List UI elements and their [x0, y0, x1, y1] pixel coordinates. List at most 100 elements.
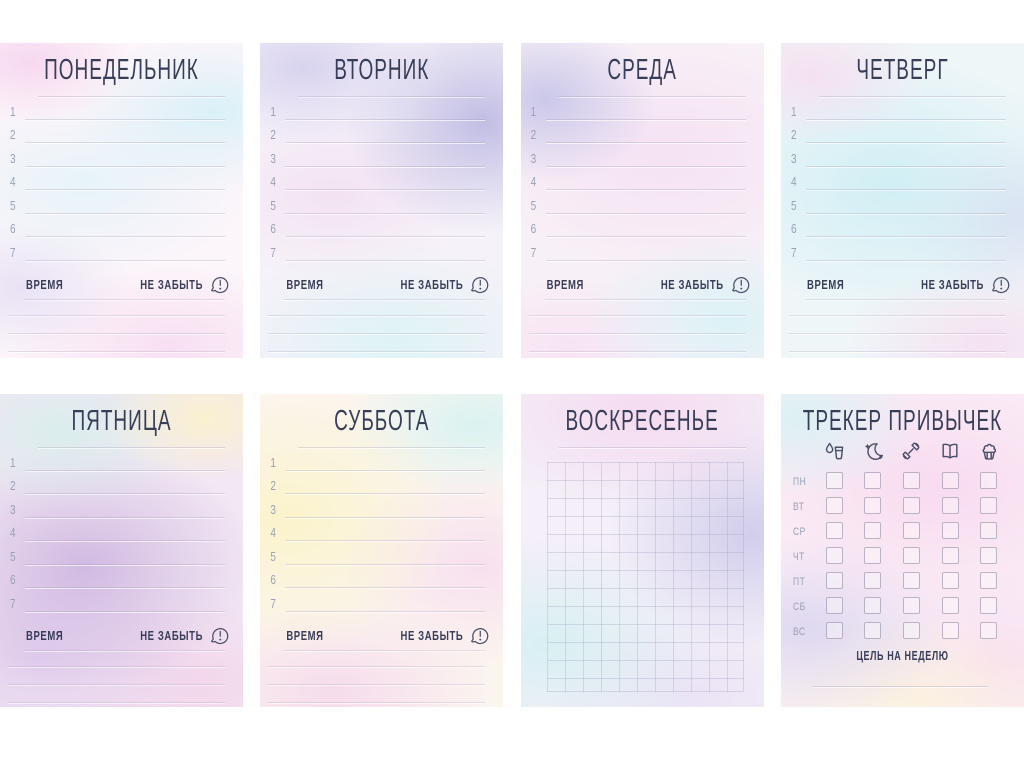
head-exclamation-icon — [468, 625, 491, 648]
reminder-label: НЕ ЗАБЫТЬ — [660, 277, 724, 293]
task-line: 7 — [270, 592, 486, 616]
ruled-line — [284, 299, 486, 300]
habit-checkbox[interactable] — [980, 547, 998, 564]
habit-checkbox[interactable] — [941, 572, 959, 589]
habit-checkbox[interactable] — [980, 522, 998, 539]
habit-checkbox[interactable] — [941, 622, 959, 639]
task-line: 5 — [531, 194, 746, 218]
habit-checkbox[interactable] — [980, 472, 998, 489]
ruled-line — [8, 315, 225, 316]
habit-checkbox[interactable] — [864, 472, 882, 489]
task-line: 2 — [531, 124, 746, 148]
habit-checkbox[interactable] — [864, 572, 882, 589]
day-title: ВТОРНИК — [334, 55, 430, 87]
habit-checkbox[interactable] — [941, 547, 959, 564]
time-row: ВРЕМЯ НЕ ЗАБЫТЬ — [270, 624, 491, 648]
habit-checkbox[interactable] — [825, 547, 843, 564]
time-label: ВРЕМЯ — [26, 628, 64, 644]
task-line: 6 — [270, 218, 486, 242]
tracker-title: ТРЕКЕР ПРИВЫЧЕК — [802, 406, 1003, 438]
habit-checkbox[interactable] — [980, 622, 998, 639]
task-line: 6 — [10, 569, 225, 593]
time-label: ВРЕМЯ — [806, 277, 845, 293]
task-line: 7 — [10, 592, 225, 616]
tracker-day-row: ЧТ — [789, 543, 1008, 568]
ruled-line — [268, 351, 486, 352]
habit-checkbox[interactable] — [825, 472, 843, 489]
task-line: 1 — [531, 100, 746, 124]
task-line: 1 — [791, 100, 1006, 124]
habit-checkbox[interactable] — [825, 572, 843, 589]
habit-checkbox[interactable] — [902, 547, 920, 564]
task-line: 7 — [791, 241, 1006, 265]
task-line: 2 — [10, 475, 225, 499]
ruled-line — [788, 333, 1006, 334]
habit-checkbox[interactable] — [941, 497, 959, 514]
reading-book-icon — [939, 440, 961, 462]
habit-icons-row — [789, 440, 1008, 462]
habit-checkbox[interactable] — [941, 597, 959, 614]
task-line: 5 — [270, 194, 486, 218]
task-line: 3 — [791, 147, 1006, 171]
habit-checkbox[interactable] — [825, 622, 843, 639]
task-line: 6 — [10, 218, 225, 242]
habit-checkbox[interactable] — [941, 522, 959, 539]
task-line: 2 — [10, 124, 225, 148]
habit-checkbox[interactable] — [864, 522, 882, 539]
habit-checkbox[interactable] — [902, 572, 920, 589]
ruled-line — [268, 315, 486, 316]
habit-checkbox[interactable] — [864, 547, 882, 564]
reminder-label: НЕ ЗАБЫТЬ — [140, 277, 203, 293]
tracker-day-label: ВТ — [792, 499, 805, 512]
title-rule — [38, 447, 225, 448]
habit-checkbox[interactable] — [980, 497, 998, 514]
habit-checkbox[interactable] — [902, 597, 920, 614]
task-line: 3 — [10, 498, 225, 522]
sleep-moon-icon — [862, 440, 884, 462]
task-line: 7 — [10, 241, 225, 265]
ruled-line — [268, 684, 486, 685]
time-label: ВРЕМЯ — [26, 277, 64, 293]
ruled-line — [268, 333, 486, 334]
day-title: СУББОТА — [334, 406, 430, 438]
head-exclamation-icon — [208, 274, 231, 297]
habit-checkbox[interactable] — [902, 622, 920, 639]
ruled-line — [268, 666, 486, 667]
title-rule — [558, 96, 746, 97]
habit-checkbox[interactable] — [864, 597, 882, 614]
habit-checkbox[interactable] — [902, 522, 920, 539]
habit-checkbox[interactable] — [825, 522, 843, 539]
task-line: 6 — [791, 218, 1006, 242]
habit-checkbox[interactable] — [864, 497, 882, 514]
habit-checkbox[interactable] — [941, 472, 959, 489]
tracker-day-row: ВТ — [789, 493, 1008, 518]
habit-checkbox[interactable] — [864, 622, 882, 639]
reminder-label: НЕ ЗАБЫТЬ — [400, 628, 464, 644]
task-line: 7 — [270, 241, 486, 265]
head-exclamation-icon — [989, 274, 1012, 297]
habit-checkbox[interactable] — [902, 497, 920, 514]
habit-checkbox[interactable] — [980, 597, 998, 614]
time-label: ВРЕМЯ — [286, 277, 324, 293]
ruled-line — [544, 299, 746, 300]
tracker-day-row: СБ — [789, 593, 1008, 618]
task-line: 1 — [270, 100, 486, 124]
ruled-line — [788, 351, 1006, 352]
habit-checkbox[interactable] — [825, 597, 843, 614]
habit-checkbox[interactable] — [825, 497, 843, 514]
habit-checkbox[interactable] — [980, 572, 998, 589]
time-label: ВРЕМЯ — [286, 628, 324, 644]
ruled-line — [8, 666, 225, 667]
habit-checkbox[interactable] — [902, 472, 920, 489]
tracker-day-row: СР — [789, 518, 1008, 543]
task-line: 3 — [531, 147, 746, 171]
task-line: 1 — [10, 451, 225, 475]
